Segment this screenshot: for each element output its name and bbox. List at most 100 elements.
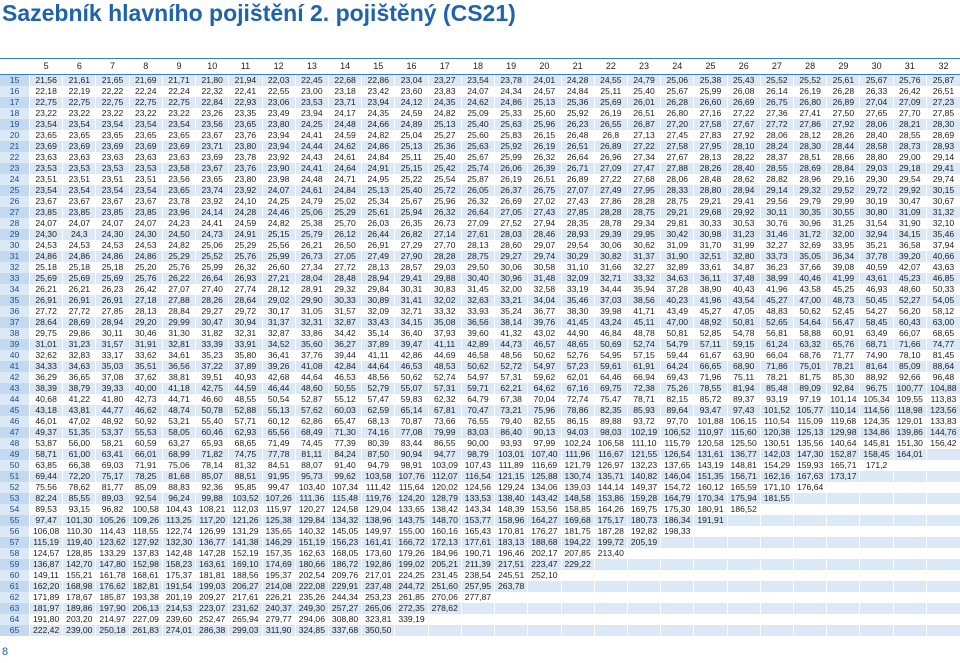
rate-cell: 98,03 [593, 427, 628, 438]
rate-cell: 57,31 [494, 372, 528, 383]
empty-cell [826, 559, 860, 570]
rate-cell: 23,80 [228, 174, 263, 185]
row-label: 65 [0, 625, 30, 636]
empty-cell [593, 603, 628, 614]
rate-cell: 28,26 [826, 130, 860, 141]
rate-cell: 23,65 [195, 174, 229, 185]
rate-cell: 30,40 [460, 273, 495, 284]
rate-cell: 26,12 [327, 229, 362, 240]
rate-cell: 214,08 [261, 581, 296, 592]
rate-cell: 118,98 [892, 405, 927, 416]
rate-cell: 52,45 [826, 306, 860, 317]
rate-cell: 124,56 [460, 482, 495, 493]
table-row: 28 24,07 24,07 24,07 24,07 24,23 24,41 24,59 24,… [0, 218, 960, 229]
rate-cell: 135,56 [793, 438, 827, 449]
rate-cell: 54,78 [726, 328, 761, 339]
table-row: 33 25,69 25,69 25,69 25,76 26,22 26,64 26,93 27,… [0, 273, 960, 284]
rate-cell: 27,22 [626, 141, 661, 152]
rate-cell: 97,70 [660, 416, 694, 427]
rate-cell: 26,75 [759, 97, 794, 108]
rate-cell: 124,35 [859, 416, 894, 427]
rate-cell: 38,81 [161, 372, 196, 383]
rate-cell: 36,23 [759, 262, 794, 273]
rate-cell: 24,10 [228, 196, 263, 207]
empty-cell [892, 592, 927, 603]
table-row: 57 115,19 119,40 123,62 127,92 132,30 136,77 14… [0, 537, 960, 548]
rate-cell: 25,06 [660, 74, 694, 86]
rate-cell: 27,52 [494, 218, 528, 229]
column-header: 16 [394, 58, 429, 75]
column-header: 32 [925, 58, 960, 75]
rate-cell: 74,77 [925, 339, 960, 350]
rate-cell: 37,48 [726, 273, 761, 284]
rate-cell: 23,63 [62, 152, 96, 163]
rate-cell: 23,69 [195, 152, 229, 163]
row-label: 36 [0, 306, 30, 317]
row-label: 54 [0, 504, 30, 515]
rate-cell: 106,52 [660, 427, 694, 438]
table-row: 19 23,54 23,54 23,54 23,54 23,54 23,56 23,65 23,… [0, 119, 960, 130]
rate-cell: 78,55 [693, 383, 728, 394]
rate-cell: 120,38 [759, 427, 794, 438]
empty-cell [826, 504, 860, 515]
rate-cell: 23,54 [128, 119, 163, 130]
rate-cell: 58,88 [793, 328, 827, 339]
rate-cell: 129,01 [892, 416, 927, 427]
rate-cell: 27,92 [826, 119, 860, 130]
rate-cell: 29,99 [161, 317, 196, 328]
rate-cell: 34,15 [892, 229, 927, 240]
empty-cell [793, 548, 827, 559]
rate-cell: 85,72 [693, 394, 728, 405]
rate-cell: 32,31 [228, 328, 263, 339]
rate-cell: 33,61 [693, 262, 728, 273]
rate-cell: 27,02 [527, 196, 561, 207]
rate-cell: 159,93 [793, 460, 827, 471]
rate-cell: 27,23 [925, 97, 960, 108]
rate-cell: 23,92 [261, 152, 296, 163]
rate-cell: 142,03 [759, 449, 794, 460]
rate-cell: 121,55 [626, 449, 661, 460]
rate-cell: 54,95 [593, 350, 628, 361]
rate-cell: 26,51 [560, 141, 595, 152]
rate-cell: 34,33 [28, 361, 63, 372]
rate-cell: 48,78 [626, 328, 661, 339]
empty-cell [925, 537, 960, 548]
rate-cell: 26,15 [527, 130, 561, 141]
rate-cell: 138,96 [361, 515, 395, 526]
rate-cell: 26,19 [793, 86, 827, 97]
rate-cell: 23,69 [62, 141, 96, 152]
empty-cell [826, 570, 860, 581]
rate-cell: 24,14 [195, 207, 229, 218]
rate-cell: 179,26 [394, 548, 429, 559]
rate-cell: 43,58 [793, 284, 827, 295]
empty-cell [626, 592, 661, 603]
rate-cell: 173,17 [826, 471, 860, 482]
empty-cell [660, 592, 694, 603]
empty-cell [693, 537, 728, 548]
empty-cell [859, 592, 894, 603]
header-row: 5 6 7 8 9 10 11 12 13 14 15 16 17 18 19 20 21 22 23 24 25 26 2… [0, 58, 960, 75]
empty-cell [892, 471, 927, 482]
rate-cell: 24,82 [361, 130, 395, 141]
table-row: 61 162,20 168,98 176,62 182,81 191,54 199,03 20… [0, 581, 960, 592]
rate-cell: 42,86 [394, 350, 429, 361]
rate-cell: 28,13 [460, 240, 495, 251]
row-label: 15 [0, 74, 30, 86]
empty-cell [726, 592, 761, 603]
rate-cell: 26,80 [793, 97, 827, 108]
rate-cell: 27,68 [626, 174, 661, 185]
table-row: 26 23,67 23,67 23,67 23,67 23,78 23,92 24,10 24,… [0, 196, 960, 207]
empty-cell [626, 581, 661, 592]
rate-cell: 31,91 [128, 339, 163, 350]
rate-cell: 23,58 [161, 163, 196, 174]
rate-cell: 27,72 [28, 306, 63, 317]
row-label: 24 [0, 174, 30, 185]
rate-cell: 102,19 [626, 427, 661, 438]
rate-cell: 28,55 [892, 130, 927, 141]
rate-cell: 23,78 [161, 196, 196, 207]
rate-cell: 24,3 [62, 229, 96, 240]
column-header: 17 [427, 58, 462, 75]
rate-cell: 154,72 [660, 482, 694, 493]
rate-cell: 25,52 [195, 251, 229, 262]
rate-cell: 186,72 [327, 559, 362, 570]
